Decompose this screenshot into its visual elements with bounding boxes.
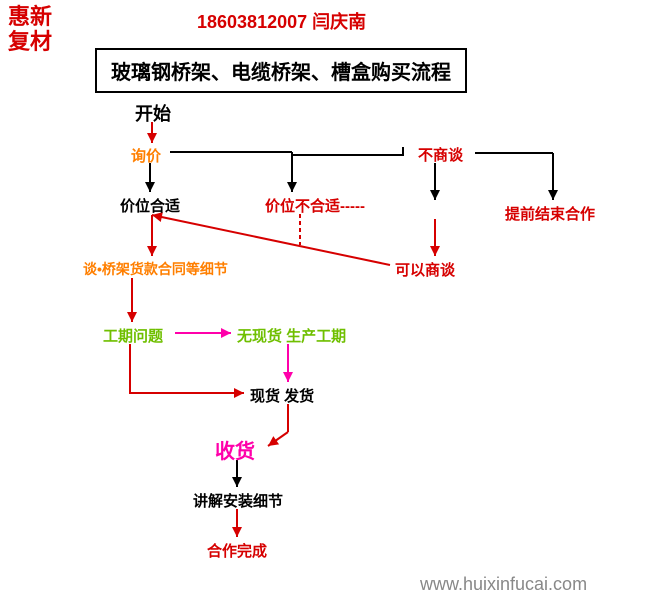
node-inquiry: 询价 [131,145,161,166]
node-receive: 收货 [215,435,255,464]
node-details: 谈•桥架货款合同等细节 [83,259,228,279]
node-endearly: 提前结束合作 [505,203,595,224]
company-logo: 惠新 复材 [8,4,52,55]
node-leadtime: 工期问题 [103,325,163,346]
flowchart-title: 玻璃钢桥架、电缆桥架、槽盒购买流程 [95,48,467,93]
node-start: 开始 [135,100,171,126]
logo-line1: 惠新 [8,4,52,29]
website-footer: www.huixinfucai.com [420,574,587,595]
node-done: 合作完成 [207,540,267,561]
logo-line2: 复材 [8,29,52,54]
contact-info: 18603812007 闫庆南 [197,8,366,34]
node-ship: 现货 发货 [250,385,314,406]
node-nostock: 无现货 生产工期 [237,325,346,346]
node-install: 讲解安装细节 [193,490,283,511]
node-priceok: 价位合适 [120,195,180,216]
node-priceno: 价位不合适----- [265,195,365,216]
node-cannego: 可以商谈 [395,259,455,280]
node-nonego: 不商谈 [418,144,463,165]
